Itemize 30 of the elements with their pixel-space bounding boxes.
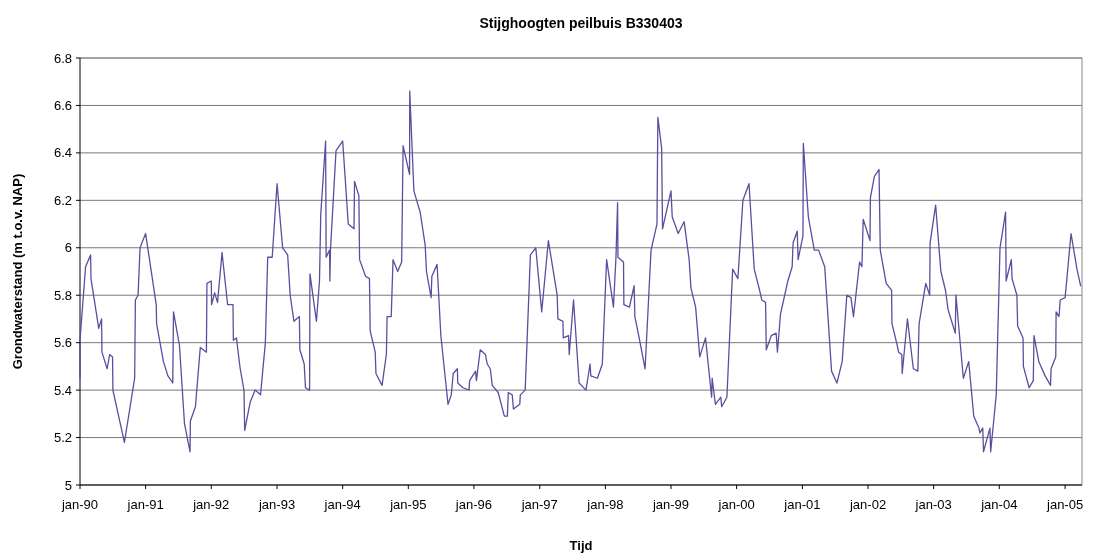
y-tick-label: 5 (64, 477, 72, 493)
y-tick-label: 6.2 (53, 192, 72, 208)
x-tick-label: jan-03 (914, 497, 952, 512)
y-tick-label: 5.2 (53, 430, 72, 446)
x-tick-label: jan-01 (783, 497, 821, 512)
y-tick-label: 6 (64, 240, 72, 256)
y-tick-label: 5.8 (53, 287, 72, 303)
y-tick-label: 5.6 (53, 335, 72, 351)
x-tick-label: jan-04 (980, 497, 1018, 512)
x-axis-title: Tijd (569, 538, 593, 553)
x-tick-label: jan-90 (60, 497, 99, 512)
x-tick-label: jan-92 (192, 497, 230, 512)
x-tick-label: jan-97 (520, 497, 558, 512)
y-tick-label: 5.4 (53, 382, 72, 398)
x-tick-label: jan-99 (651, 497, 690, 512)
y-tick-label: 6.6 (53, 97, 72, 113)
x-tick-label: jan-02 (848, 497, 887, 512)
x-tick-label: jan-93 (257, 497, 296, 512)
x-tick-label: jan-98 (586, 497, 624, 512)
y-axis-title: Grondwaterstand (m t.o.v. NAP) (10, 173, 25, 370)
x-tick-label: jan-00 (717, 497, 755, 512)
x-tick-label: jan-91 (126, 497, 164, 512)
x-tick-label: jan-05 (1046, 497, 1084, 512)
line-series (79, 90, 1082, 453)
y-tick-label: 6.8 (53, 50, 72, 66)
x-tick-label: jan-94 (323, 497, 361, 512)
y-tick-label: 6.4 (53, 145, 72, 161)
x-tick-label: jan-96 (454, 497, 492, 512)
chart-title: Stijghoogten peilbuis B330403 (479, 15, 683, 31)
x-tick-label: jan-95 (389, 497, 427, 512)
